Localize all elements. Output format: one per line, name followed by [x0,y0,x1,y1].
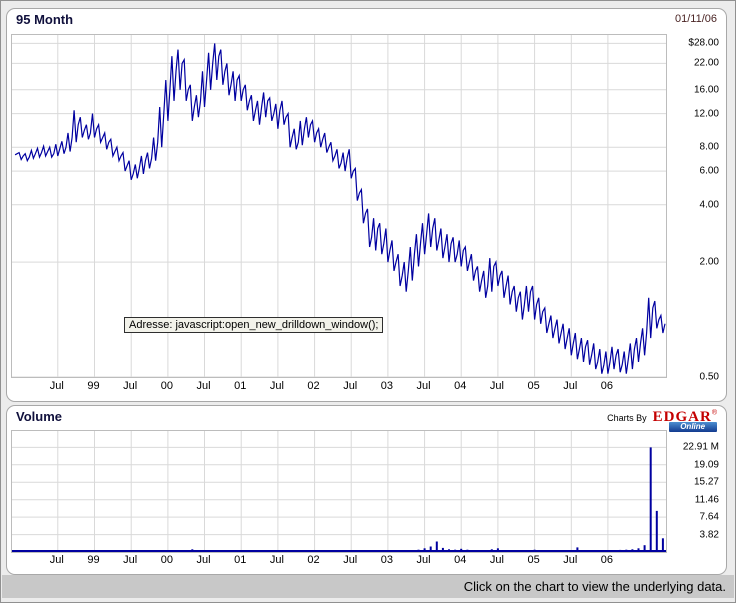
y-tick-label: 6.00 [699,165,719,177]
x-tick-label: 05 [527,554,540,566]
price-x-axis: Jul 99 Jul 00 Jul 01 Jul 02 Jul 03 Jul 04 Jul 05 Jul 06 [7,380,726,394]
x-tick-label: Jul [269,380,284,392]
x-tick-label: Jul [49,554,64,566]
registered-mark-icon: ® [711,409,717,417]
price-chart-title: 95 Month [16,12,74,27]
x-tick-label: Jul [49,380,64,392]
x-tick-label: 02 [307,554,320,566]
x-tick-label: Jul [123,554,138,566]
volume-chart-title: Volume [16,409,62,424]
online-wordmark: Online [668,422,717,432]
x-tick-label: 02 [307,380,320,392]
y-tick-label: 2.00 [699,256,719,268]
x-tick-label: Jul [489,380,504,392]
link-address-tooltip: Adresse: javascript:open_new_drilldown_w… [124,317,384,333]
x-tick-label: 01 [234,380,247,392]
x-tick-label: Jul [196,380,211,392]
x-tick-label: Jul [563,380,578,392]
volume-plot-area[interactable] [11,430,667,553]
y-tick-label: 11.46 [694,494,719,506]
volume-bar [441,547,444,552]
y-tick-label: 3.82 [699,529,719,541]
y-tick-label: $28.00 [688,37,719,49]
y-tick-label: 19.09 [693,459,719,471]
x-tick-label: Jul [343,554,358,566]
x-tick-label: 03 [380,380,394,392]
chart-date: 01/11/06 [674,13,717,25]
volume-x-axis: Jul 99 Jul 00 Jul 01 Jul 02 Jul 03 Jul 04 Jul 05 Jul 06 [7,554,726,568]
volume-bar [655,510,658,552]
x-tick-label: 05 [527,380,540,392]
volume-bar [643,545,646,552]
status-bar: Click on the chart to view the underlyin… [2,575,734,598]
volume-panel-header: Volume Charts By EDGAR® Online [16,409,717,432]
x-tick-label: Jul [489,554,504,566]
y-tick-label: 22.91 M [682,441,719,453]
x-tick-label: Jul [416,380,431,392]
volume-bar [576,547,579,552]
volume-chart-panel: Volume Charts By EDGAR® Online 22.91 M 19… [6,405,727,575]
price-chart-panel: 95 Month 01/11/06 $28.00 22.00 16.00 12.00 8… [6,8,727,402]
x-tick-label: 00 [160,554,173,566]
x-tick-label: Jul [123,380,138,392]
x-tick-label: 06 [600,554,614,566]
x-tick-label: Jul [269,554,284,566]
edgar-wordmark: EDGAR® Online [653,409,717,432]
y-tick-label: 8.00 [699,141,719,153]
x-tick-label: 99 [87,380,100,392]
price-panel-header: 95 Month 01/11/06 [16,12,717,27]
x-tick-label: 99 [87,554,100,566]
price-line [14,43,666,374]
x-tick-label: Jul [416,554,431,566]
y-tick-label: 22.00 [693,57,719,69]
status-bar-text: Click on the chart to view the underlyin… [463,579,726,594]
volume-bar [649,447,652,552]
volume-chart-svg [12,431,666,552]
x-tick-label: 03 [380,554,394,566]
x-tick-label: Jul [196,554,211,566]
x-tick-label: 01 [234,554,247,566]
y-tick-label: 16.00 [693,84,719,96]
y-tick-label: 12.00 [693,108,719,120]
volume-bar [429,546,432,552]
volume-bar [661,538,664,552]
y-tick-label: 0.50 [699,371,719,383]
charts-by-label: Charts By [607,413,647,423]
x-tick-label: 04 [454,554,467,566]
volume-baseline [12,550,666,552]
edgar-online-logo[interactable]: Charts By EDGAR® Online [607,409,717,432]
x-tick-label: 00 [160,380,173,392]
volume-bar [435,541,438,552]
y-tick-label: 4.00 [699,199,719,211]
y-tick-label: 7.64 [699,511,719,523]
edgar-text: EDGAR [652,409,712,425]
price-y-axis: $28.00 22.00 16.00 12.00 8.00 6.00 4.00 2.00 0.5… [668,35,723,383]
x-tick-label: Jul [563,554,578,566]
volume-y-axis: 22.91 M 19.09 15.27 11.46 7.64 3.82 [668,431,723,552]
x-tick-label: Jul [343,380,358,392]
x-tick-label: 04 [454,380,467,392]
x-tick-label: 06 [600,380,614,392]
y-tick-label: 15.27 [693,476,719,488]
